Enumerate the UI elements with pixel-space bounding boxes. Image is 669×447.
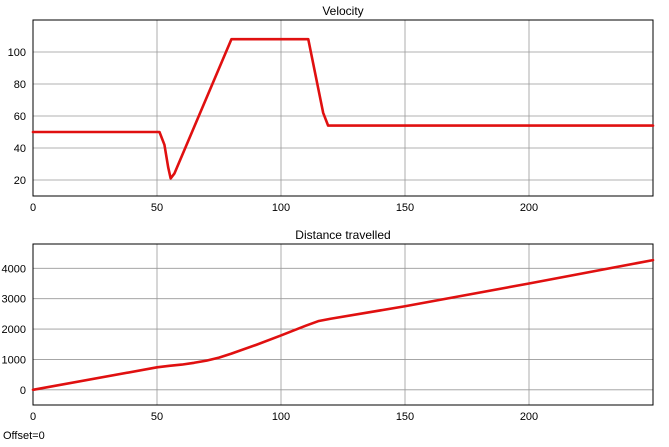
- distance-x-tick-label: 100: [272, 411, 290, 423]
- velocity-axes-box: [32, 19, 654, 197]
- velocity-plot-area: [33, 20, 653, 196]
- distance-y-tick-label: 3000: [2, 294, 26, 306]
- velocity-series-line: [31, 37, 655, 180]
- distance-y-tick-label: 2000: [2, 324, 26, 336]
- velocity-x-tick-label: 0: [30, 202, 36, 214]
- distance-y-tick-label: 0: [20, 385, 26, 397]
- distance-plot-area: [33, 244, 653, 405]
- distance-x-tick-label: 0: [30, 411, 36, 423]
- velocity-title: Velocity: [322, 4, 363, 18]
- distance-series-line: [31, 258, 655, 392]
- velocity-x-tick-label: 50: [151, 202, 163, 214]
- velocity-x-tick-label: 150: [396, 202, 414, 214]
- velocity-y-tick-label: 20: [14, 175, 26, 187]
- velocity-x-tick-label: 200: [520, 202, 538, 214]
- velocity-plot: 0 50 100 150 200 20 40 60 80 100 Velocity: [8, 4, 655, 214]
- velocity-y-tick-label: 80: [14, 79, 26, 91]
- offset-label: Offset=0: [3, 430, 45, 442]
- distance-x-tick-label: 150: [396, 411, 414, 423]
- velocity-y-tick-label: 60: [14, 111, 26, 123]
- velocity-y-tick-label: 100: [8, 47, 26, 59]
- distance-x-tick-label: 50: [151, 411, 163, 423]
- distance-y-tick-label: 1000: [2, 354, 26, 366]
- velocity-x-tick-label: 100: [272, 202, 290, 214]
- velocity-y-tick-label: 40: [14, 143, 26, 155]
- distance-axes-box: [32, 243, 654, 406]
- distance-title: Distance travelled: [295, 228, 390, 242]
- distance-y-tick-label: 4000: [2, 263, 26, 275]
- distance-x-tick-label: 200: [520, 411, 538, 423]
